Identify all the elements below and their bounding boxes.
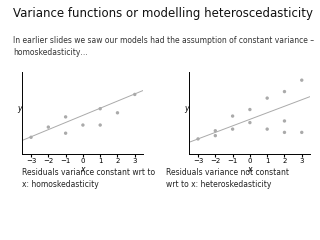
Text: Residuals variance constant wrt to
x: homoskedasticity: Residuals variance constant wrt to x: ho… [22,168,156,189]
Point [80,123,85,127]
Point [196,137,201,141]
Point [63,131,68,135]
Point [282,119,287,123]
Point [132,92,137,96]
Point [299,78,304,82]
Text: Residuals variance not constant
wrt to x: heteroskedasticity: Residuals variance not constant wrt to x… [166,168,289,189]
Point [282,90,287,94]
Y-axis label: y: y [184,104,189,113]
Text: Variance functions or modelling heteroscedasticity: Variance functions or modelling heterosc… [13,7,313,20]
Point [98,107,103,111]
Point [299,131,304,134]
Point [230,114,235,118]
Text: In earlier slides we saw our models had the assumption of constant variance –
ho: In earlier slides we saw our models had … [13,36,314,57]
Point [115,111,120,115]
Point [213,134,218,138]
Point [282,131,287,134]
Point [265,96,270,100]
Point [28,135,34,139]
X-axis label: x: x [248,165,252,174]
Point [98,123,103,127]
Point [247,108,252,111]
Point [46,125,51,129]
Y-axis label: y: y [17,104,22,113]
Point [265,127,270,131]
Point [63,115,68,119]
Point [230,127,235,131]
Point [247,121,252,125]
X-axis label: x: x [81,165,85,174]
Point [213,129,218,133]
